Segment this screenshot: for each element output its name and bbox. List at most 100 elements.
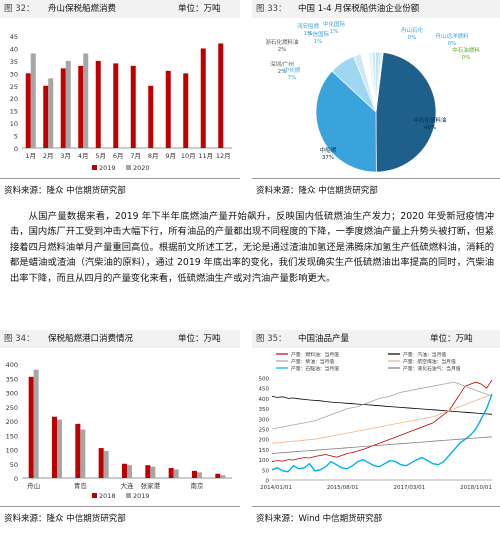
bar-2019: [127, 465, 132, 478]
figure-source: 资料来源：隆众 中信期货研究部: [4, 186, 126, 196]
pie-percent: 0%: [448, 41, 457, 47]
legend-label: 产量：液化石油气：当月值: [403, 365, 461, 372]
divider: [252, 178, 500, 179]
figure-source: 资料来源：隆众 中信期货研究部: [256, 186, 378, 196]
x-tick-label: 大连: [121, 481, 135, 490]
y-tick-label: 45: [10, 33, 18, 41]
bar-2019: [173, 469, 179, 478]
x-tick-label: 6月: [113, 152, 124, 160]
y-tick-label: 100: [6, 447, 18, 455]
bar-2019: [113, 63, 119, 148]
x-tick-label: 2017/03/01: [393, 485, 425, 491]
y-tick-label: 500: [259, 377, 270, 383]
legend-swatch-2019: [92, 165, 97, 170]
pie-percent: 1%: [304, 31, 313, 37]
legend-label: 产量：柴油：当月值: [291, 358, 334, 365]
y-tick-label: 10: [10, 120, 18, 128]
figure-title: 中国油品产量: [298, 334, 350, 344]
figure-title: 舟山保税船燃消费: [48, 4, 117, 14]
pie-percent: 1%: [330, 29, 339, 35]
pie-label: 中石化燃料油: [413, 116, 447, 124]
x-tick-label: 3月: [60, 152, 71, 160]
x-tick-label: 12月: [216, 152, 231, 160]
bar-2018: [98, 448, 104, 478]
bar-2019: [57, 419, 62, 478]
y-tick-label: 400: [6, 361, 18, 369]
port-consumption-bar-chart: 0 50 100 150 200 250 300 350 400 舟山 青岛 大连 张家港 南京 2018 2…: [6, 361, 232, 500]
pie-label: 华信国际: [307, 30, 330, 38]
figure-number: 图 34：: [4, 334, 35, 344]
x-tick-label: 11月: [198, 152, 213, 160]
figure-number: 图 35：: [256, 334, 287, 344]
pie-label: 舟山石化: [401, 26, 424, 34]
legend-label: 产量：石脑油：当月值: [291, 365, 339, 372]
pie-percent: 2%: [278, 69, 287, 75]
y-tick-label: 200: [259, 438, 270, 444]
bar-2019: [150, 466, 156, 478]
figure-title: 保税船燃港口消费情况: [48, 334, 134, 344]
y-tick-label: 100: [259, 458, 270, 464]
y-tick-label: 250: [259, 428, 270, 434]
x-tick-label: 2014/01/01: [260, 485, 292, 491]
oil-output-line-chart: 0 50 100 150 200 250 300 350 400 450 500 2014/01/01…: [259, 351, 493, 491]
bar-2019: [43, 85, 49, 148]
series-line: [271, 394, 493, 473]
pie-label: 浙石化燃料油: [265, 38, 299, 46]
legend-label: 产量：汽油：当月值: [403, 351, 446, 358]
pie-percent: 37%: [322, 155, 334, 161]
pie-slice: [315, 70, 377, 173]
legend-swatch-2020: [126, 165, 131, 170]
y-tick-label: 50: [10, 461, 18, 469]
y-tick-label: 50: [262, 468, 269, 474]
divider: [0, 178, 240, 179]
body-paragraph: 从国产量数据来看，2019 年下半年底燃油产量开始飙升，反映国内低硫燃油生产发力…: [10, 211, 494, 284]
y-tick-label: 0: [14, 145, 18, 153]
figure-34-header: 图 34： 保税船燃港口消费情况 单位：万吨: [0, 330, 240, 348]
y-tick-label: 200: [6, 418, 18, 426]
y-tick-label: 15: [10, 108, 18, 116]
figure-35-header: 图 35： 中国油品产量 单位：万吨: [252, 330, 500, 348]
x-tick-label: 4月: [78, 152, 89, 160]
y-tick-label: 30: [10, 70, 18, 78]
legend-swatch-2019: [126, 493, 131, 498]
x-tick-label: 南京: [191, 481, 205, 490]
series-line: [271, 393, 493, 444]
x-tick-label: 舟山: [27, 481, 40, 490]
bar-2018: [28, 376, 34, 478]
legend-label: 产量：燃料油：当月值: [291, 351, 339, 358]
pie-percent: 0%: [408, 35, 417, 41]
series-line: [271, 379, 493, 462]
y-tick-label: 150: [259, 448, 270, 454]
legend-label: 产量：航空煤油：当月值: [403, 358, 456, 365]
pie-label: 中石油燃料: [452, 46, 480, 54]
x-tick-label: 9月: [165, 152, 176, 160]
x-tick-label: 2018/10/01: [460, 485, 492, 491]
bar-2018: [168, 468, 174, 478]
bar-2019: [130, 65, 136, 148]
series-line: [271, 436, 493, 454]
y-tick-label: 350: [6, 375, 18, 383]
pie-percent: 0%: [462, 55, 471, 61]
bar-2019: [218, 43, 224, 148]
figure-33-header: 图 33： 中国 1-4 月保税船供油企业份额: [252, 0, 500, 18]
figure-number: 图 32：: [4, 4, 35, 14]
figure-unit: 单位：万吨: [178, 4, 221, 14]
x-tick-label: 2015/08/01: [327, 485, 359, 491]
series-line: [271, 381, 493, 430]
pie-label: 鸿安船燃: [297, 22, 320, 30]
y-tick-label: 300: [259, 417, 270, 423]
bar-2018: [145, 465, 151, 478]
series-line: [271, 396, 493, 415]
bar-2019: [197, 472, 202, 478]
bar-2019: [103, 450, 109, 478]
bar-2019: [80, 429, 86, 478]
pie-label: 中船燃: [320, 146, 337, 154]
bar-2020: [30, 53, 36, 148]
y-tick-label: 450: [259, 387, 270, 393]
x-tick-label: 青岛: [74, 481, 87, 490]
pie-percent: 48%: [424, 125, 436, 131]
legend-label: 2019: [99, 164, 116, 172]
y-tick-label: 400: [259, 397, 270, 403]
